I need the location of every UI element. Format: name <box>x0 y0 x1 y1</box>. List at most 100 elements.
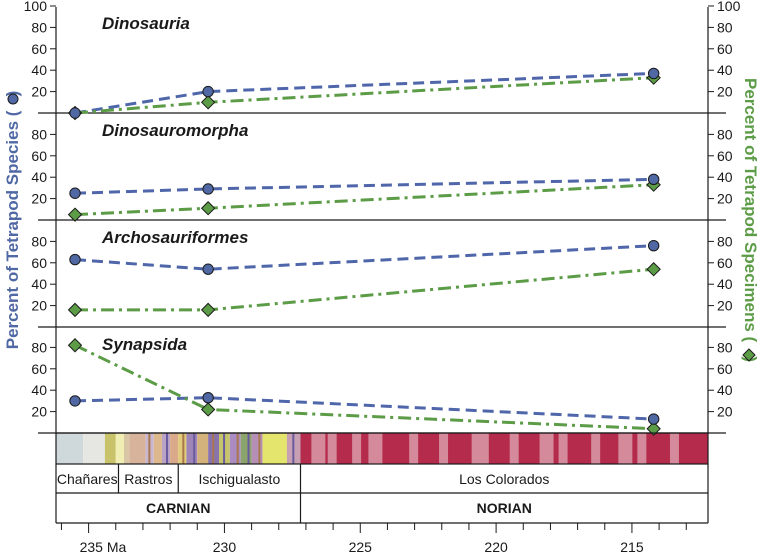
left-tick-label: 60 <box>31 255 47 271</box>
strat-accent <box>292 433 295 464</box>
right-tick-label: 60 <box>717 41 733 57</box>
strat-stripe <box>170 433 179 464</box>
strat-stripe <box>300 433 708 464</box>
strat-stripe <box>129 433 146 464</box>
left-tick-label: 20 <box>31 298 47 314</box>
species-point <box>647 239 660 252</box>
strat-stripe <box>104 433 116 464</box>
strat-band <box>558 433 568 464</box>
species-point <box>69 395 81 407</box>
panel-dinosauromorpha: 20 40 60 80 20 40 60 80 Dinosauromorpha <box>31 121 733 222</box>
strat-accent <box>166 433 169 464</box>
species-line <box>74 177 654 195</box>
strat-accent <box>247 433 250 464</box>
right-tick-label: 20 <box>717 298 733 314</box>
left-tick-label: 80 <box>31 339 47 355</box>
right-tick-label: 60 <box>717 255 733 271</box>
strat-accent <box>223 433 226 464</box>
specimens-point <box>646 262 661 277</box>
strat-stripe <box>56 433 84 464</box>
species-point <box>647 413 660 425</box>
panel-title: Archosauriformes <box>101 228 248 247</box>
right-tick-label: 60 <box>717 148 733 164</box>
chart-frame <box>38 7 726 434</box>
axis-titles: Percent of Tetrapod Species ( ) Percent o… <box>3 78 760 362</box>
left-tick-label: 20 <box>31 404 47 420</box>
left-tick-label: 40 <box>31 276 47 292</box>
species-line <box>74 244 654 271</box>
x-tick-label: 220 <box>484 539 508 554</box>
panel-title: Synapsida <box>102 335 187 354</box>
strat-stripe <box>251 433 263 464</box>
strat-band <box>409 433 419 464</box>
strat-stripe <box>153 433 162 464</box>
right-tick-label: 40 <box>717 382 733 398</box>
x-tick-label: 235 Ma <box>80 539 127 554</box>
species-point <box>647 67 660 80</box>
strat-band <box>591 433 601 464</box>
left-tick-label: 60 <box>31 148 47 164</box>
stage-label: NORIAN <box>477 500 532 516</box>
formation-label: Rastros <box>124 471 172 487</box>
specimens-point <box>67 338 83 353</box>
right-tick-label: 40 <box>717 62 733 78</box>
left-tick-label: 100 <box>24 0 48 14</box>
left-tick-label: 80 <box>31 233 47 249</box>
specimens-line <box>74 76 654 115</box>
formation-label: Chañares <box>57 471 118 487</box>
specimens-point <box>646 421 661 436</box>
strat-stripe <box>262 433 287 464</box>
species-point <box>69 187 81 199</box>
left-tick-label: 60 <box>31 41 47 57</box>
left-tick-label: 80 <box>31 126 47 142</box>
species-point <box>202 391 214 404</box>
panel-title: Dinosauromorpha <box>102 121 248 140</box>
strat-band <box>509 433 519 464</box>
strat-accent <box>148 433 151 464</box>
species-point <box>202 85 214 98</box>
right-tick-label: 80 <box>717 126 733 142</box>
y-axis-left-title: Percent of Tetrapod Species ( ) <box>3 91 22 350</box>
specimens-point <box>200 201 216 216</box>
left-tick-label: 80 <box>31 19 47 35</box>
specimens-line <box>74 343 654 431</box>
formation-label: Los Colorados <box>459 471 549 487</box>
strat-accent <box>212 433 215 464</box>
strat-stripe <box>115 433 124 464</box>
species-line <box>74 396 654 421</box>
panel-dinosauria: 20 40 60 80 100 20 40 60 80 100 Dinosauria <box>24 0 741 121</box>
x-tick-label: 230 <box>213 539 237 554</box>
strat-band <box>352 433 362 464</box>
strat-band <box>637 433 647 464</box>
strat-stripe <box>240 433 252 464</box>
specimens-point <box>200 402 216 417</box>
strat-accent <box>258 433 261 464</box>
specimens-point <box>200 95 216 110</box>
right-tick-label: 40 <box>717 169 733 185</box>
right-tick-label: 40 <box>717 276 733 292</box>
strat-accent <box>182 433 185 464</box>
species-point <box>202 183 214 195</box>
left-tick-label: 20 <box>31 84 47 100</box>
specimens-line <box>75 267 654 312</box>
strat-stripe <box>197 433 209 464</box>
time-scale: Chañares Rastros Ischigualasto Los Colorado… <box>55 432 709 554</box>
panels: 20 40 60 80 100 20 40 60 80 100 Dinosauria 20 40 60 80… <box>24 0 741 436</box>
strat-band <box>479 433 489 464</box>
left-tick-label: 40 <box>31 62 47 78</box>
right-tick-label: 80 <box>717 339 733 355</box>
y-axis-left-circle-icon <box>7 93 19 105</box>
strat-band <box>327 433 337 464</box>
right-tick-label: 20 <box>717 191 733 207</box>
left-tick-label: 60 <box>31 361 47 377</box>
right-tick-label: 80 <box>717 233 733 249</box>
specimens-point <box>200 302 216 318</box>
stratigraphic-bar <box>56 433 708 464</box>
species-point <box>69 107 81 119</box>
right-tick-label: 80 <box>717 19 733 35</box>
left-tick-label: 40 <box>31 169 47 185</box>
strat-stripe <box>229 433 241 464</box>
strat-band <box>311 433 326 464</box>
right-tick-label: 100 <box>717 0 741 14</box>
